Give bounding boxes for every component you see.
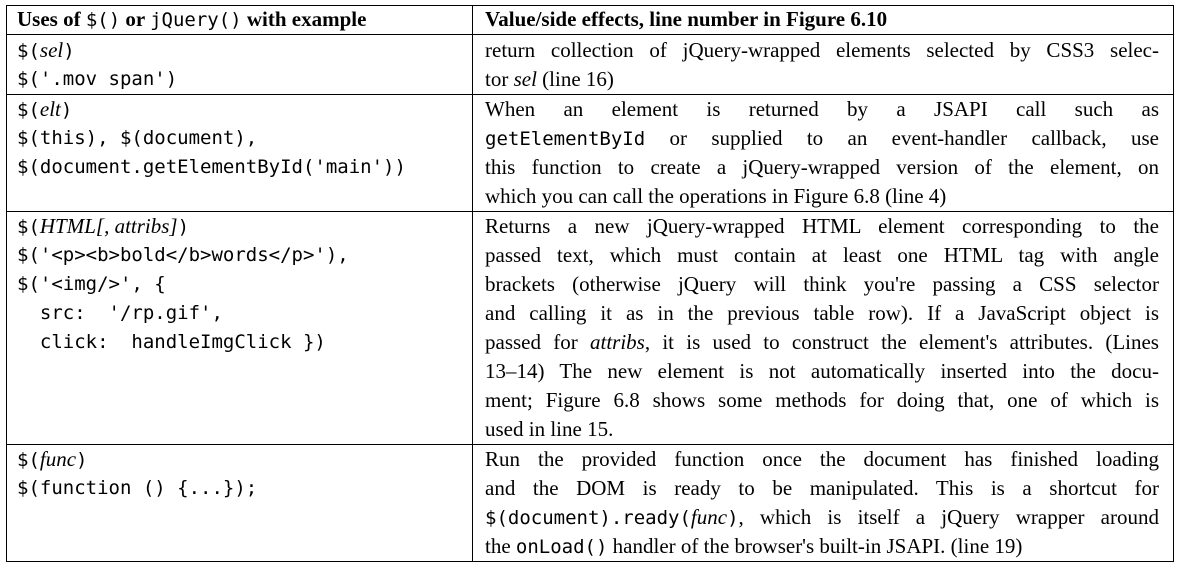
usage-segment: $(	[17, 99, 40, 121]
usage-line: $('<img/>', {	[17, 270, 467, 299]
description-segment: and calling it as in the previous table …	[485, 301, 1159, 325]
usage-line: click: handleImgClick })	[17, 328, 467, 357]
row-2-usage: $(elt) $(this), $(document), $(document.ge…	[17, 95, 467, 182]
description-line: Returns a new jQuery-wrapped HTML elemen…	[485, 212, 1159, 241]
header-col1-segment: with example	[241, 7, 367, 31]
description-line: which you can call the operations in Fig…	[485, 182, 1159, 211]
description-line: the onLoad() handler of the browser's bu…	[485, 532, 1159, 561]
description-segment: onLoad()	[515, 536, 608, 558]
row-1-description: return collection of jQuery-wrapped elem…	[485, 36, 1159, 94]
description-segment: and the DOM is ready to be manipulated. …	[485, 476, 1159, 500]
description-segment: , it is used to construct the element's …	[644, 330, 1159, 354]
jquery-uses-table: Uses of $() or jQuery() with example Val…	[6, 5, 1174, 562]
description-segment: used in line 15.	[485, 417, 614, 441]
description-line: $(document).ready(func), which is itself…	[485, 503, 1159, 532]
usage-segment: )	[177, 216, 190, 238]
usage-line: $(function () {...});	[17, 474, 467, 503]
usage-segment: $('<img/>', {	[17, 273, 166, 295]
row-4-description: Run the provided function once the docum…	[485, 445, 1159, 561]
description-segment: getElementById	[485, 128, 646, 150]
description-segment: tor	[485, 67, 514, 91]
description-segment: 13–14) The new element is not automatica…	[485, 359, 1159, 383]
description-segment: attribs	[589, 330, 645, 354]
usage-segment: $(this), $(document),	[17, 127, 258, 149]
description-line: passed for attribs, it is used to constr…	[485, 328, 1159, 357]
description-segment: passed text, which must contain at least…	[485, 243, 1159, 267]
row-3-usage: $(HTML[, attribs]) $('<p><b>bold</b>words…	[17, 212, 467, 357]
description-segment: )	[727, 507, 739, 529]
row-3-description: Returns a new jQuery-wrapped HTML elemen…	[485, 212, 1159, 444]
usage-line: $(elt)	[17, 95, 467, 124]
row-rule-2	[7, 211, 1173, 212]
description-segment: brackets (otherwise jQuery will think yo…	[485, 272, 1159, 296]
header-col1-segment: Uses of	[17, 7, 86, 31]
usage-segment: $('.mov span')	[17, 68, 178, 90]
description-segment: func	[690, 505, 728, 529]
description-line: 13–14) The new element is not automatica…	[485, 357, 1159, 386]
usage-segment: click: handleImgClick })	[17, 331, 326, 353]
description-segment: Returns a new jQuery-wrapped HTML elemen…	[485, 214, 1159, 238]
row-4-usage: $(func) $(function () {...});	[17, 445, 467, 503]
description-line: Run the provided function once the docum…	[485, 445, 1159, 474]
description-segment: Run the provided function once the docum…	[485, 447, 1159, 471]
header-col2: Value/side effects, line number in Figur…	[485, 7, 888, 31]
usage-segment: HTML[, attribs]	[39, 214, 178, 238]
usage-segment: $('<p><b>bold</b>words</p>'),	[17, 244, 349, 266]
description-segment: passed for	[485, 330, 590, 354]
usage-line: $(this), $(document),	[17, 124, 467, 153]
description-line: used in line 15.	[485, 415, 1159, 444]
usage-segment: )	[76, 449, 88, 471]
usage-line: $('.mov span')	[17, 65, 467, 94]
description-line: passed text, which must contain at least…	[485, 241, 1159, 270]
description-segment: ment; Figure 6.8 shows some methods for …	[485, 388, 1159, 412]
row-1-usage: $(sel) $('.mov span')	[17, 36, 467, 94]
description-segment: handler of the browser's built-in JSAPI.…	[607, 534, 1023, 558]
header-rule	[7, 34, 1173, 35]
description-line: return collection of jQuery-wrapped elem…	[485, 36, 1159, 65]
description-line: getElementById or supplied to an event-h…	[485, 124, 1159, 153]
description-segment: the	[485, 534, 516, 558]
column-divider	[472, 6, 473, 561]
usage-segment: $(	[17, 449, 40, 471]
usage-segment: $(function () {...});	[17, 477, 258, 499]
description-segment: When an element is returned by a JSAPI c…	[485, 97, 1159, 121]
description-segment: or supplied to an event-handler callback…	[645, 126, 1159, 150]
usage-segment: $(	[17, 216, 40, 238]
description-segment: return collection of jQuery-wrapped elem…	[485, 38, 1159, 62]
usage-line: $(sel)	[17, 36, 467, 65]
usage-line: src: '/rp.gif',	[17, 299, 467, 328]
description-segment: which you can call the operations in Fig…	[485, 184, 947, 208]
usage-segment: func	[39, 447, 77, 471]
usage-line: $('<p><b>bold</b>words</p>'),	[17, 241, 467, 270]
row-2-description: When an element is returned by a JSAPI c…	[485, 95, 1159, 211]
usage-line: $(func)	[17, 445, 467, 474]
row-rule-1	[7, 94, 1173, 95]
description-line: and the DOM is ready to be manipulated. …	[485, 474, 1159, 503]
usage-segment: $(	[17, 40, 40, 62]
description-segment: this function to create a jQuery-wrapped…	[485, 155, 1159, 179]
usage-segment: )	[60, 99, 73, 121]
usage-segment: elt	[39, 97, 61, 121]
description-line: ment; Figure 6.8 shows some methods for …	[485, 386, 1159, 415]
description-line: brackets (otherwise jQuery will think yo…	[485, 270, 1159, 299]
description-segment: (line 16)	[536, 67, 614, 91]
description-segment: sel	[513, 67, 537, 91]
usage-segment: $(document.getElementById('main'))	[17, 156, 406, 178]
usage-segment: src: '/rp.gif',	[17, 302, 223, 324]
header-col1-segment: or	[120, 7, 151, 31]
description-segment: , which is itself a jQuery wrapper aroun…	[738, 505, 1159, 529]
description-line: tor sel (line 16)	[485, 65, 1159, 94]
description-line: When an element is returned by a JSAPI c…	[485, 95, 1159, 124]
description-segment: $(document).ready(	[485, 507, 691, 529]
header-col1: Uses of $() or jQuery() with example	[17, 6, 467, 35]
header-col1-segment: $()	[85, 9, 121, 31]
description-line: and calling it as in the previous table …	[485, 299, 1159, 328]
header-col1-segment: jQuery()	[150, 9, 242, 31]
usage-line: $(document.getElementById('main'))	[17, 153, 467, 182]
usage-segment: sel	[39, 38, 64, 62]
usage-segment: )	[63, 40, 75, 62]
usage-line: $(HTML[, attribs])	[17, 212, 467, 241]
row-rule-3	[7, 444, 1173, 445]
description-line: this function to create a jQuery-wrapped…	[485, 153, 1159, 182]
